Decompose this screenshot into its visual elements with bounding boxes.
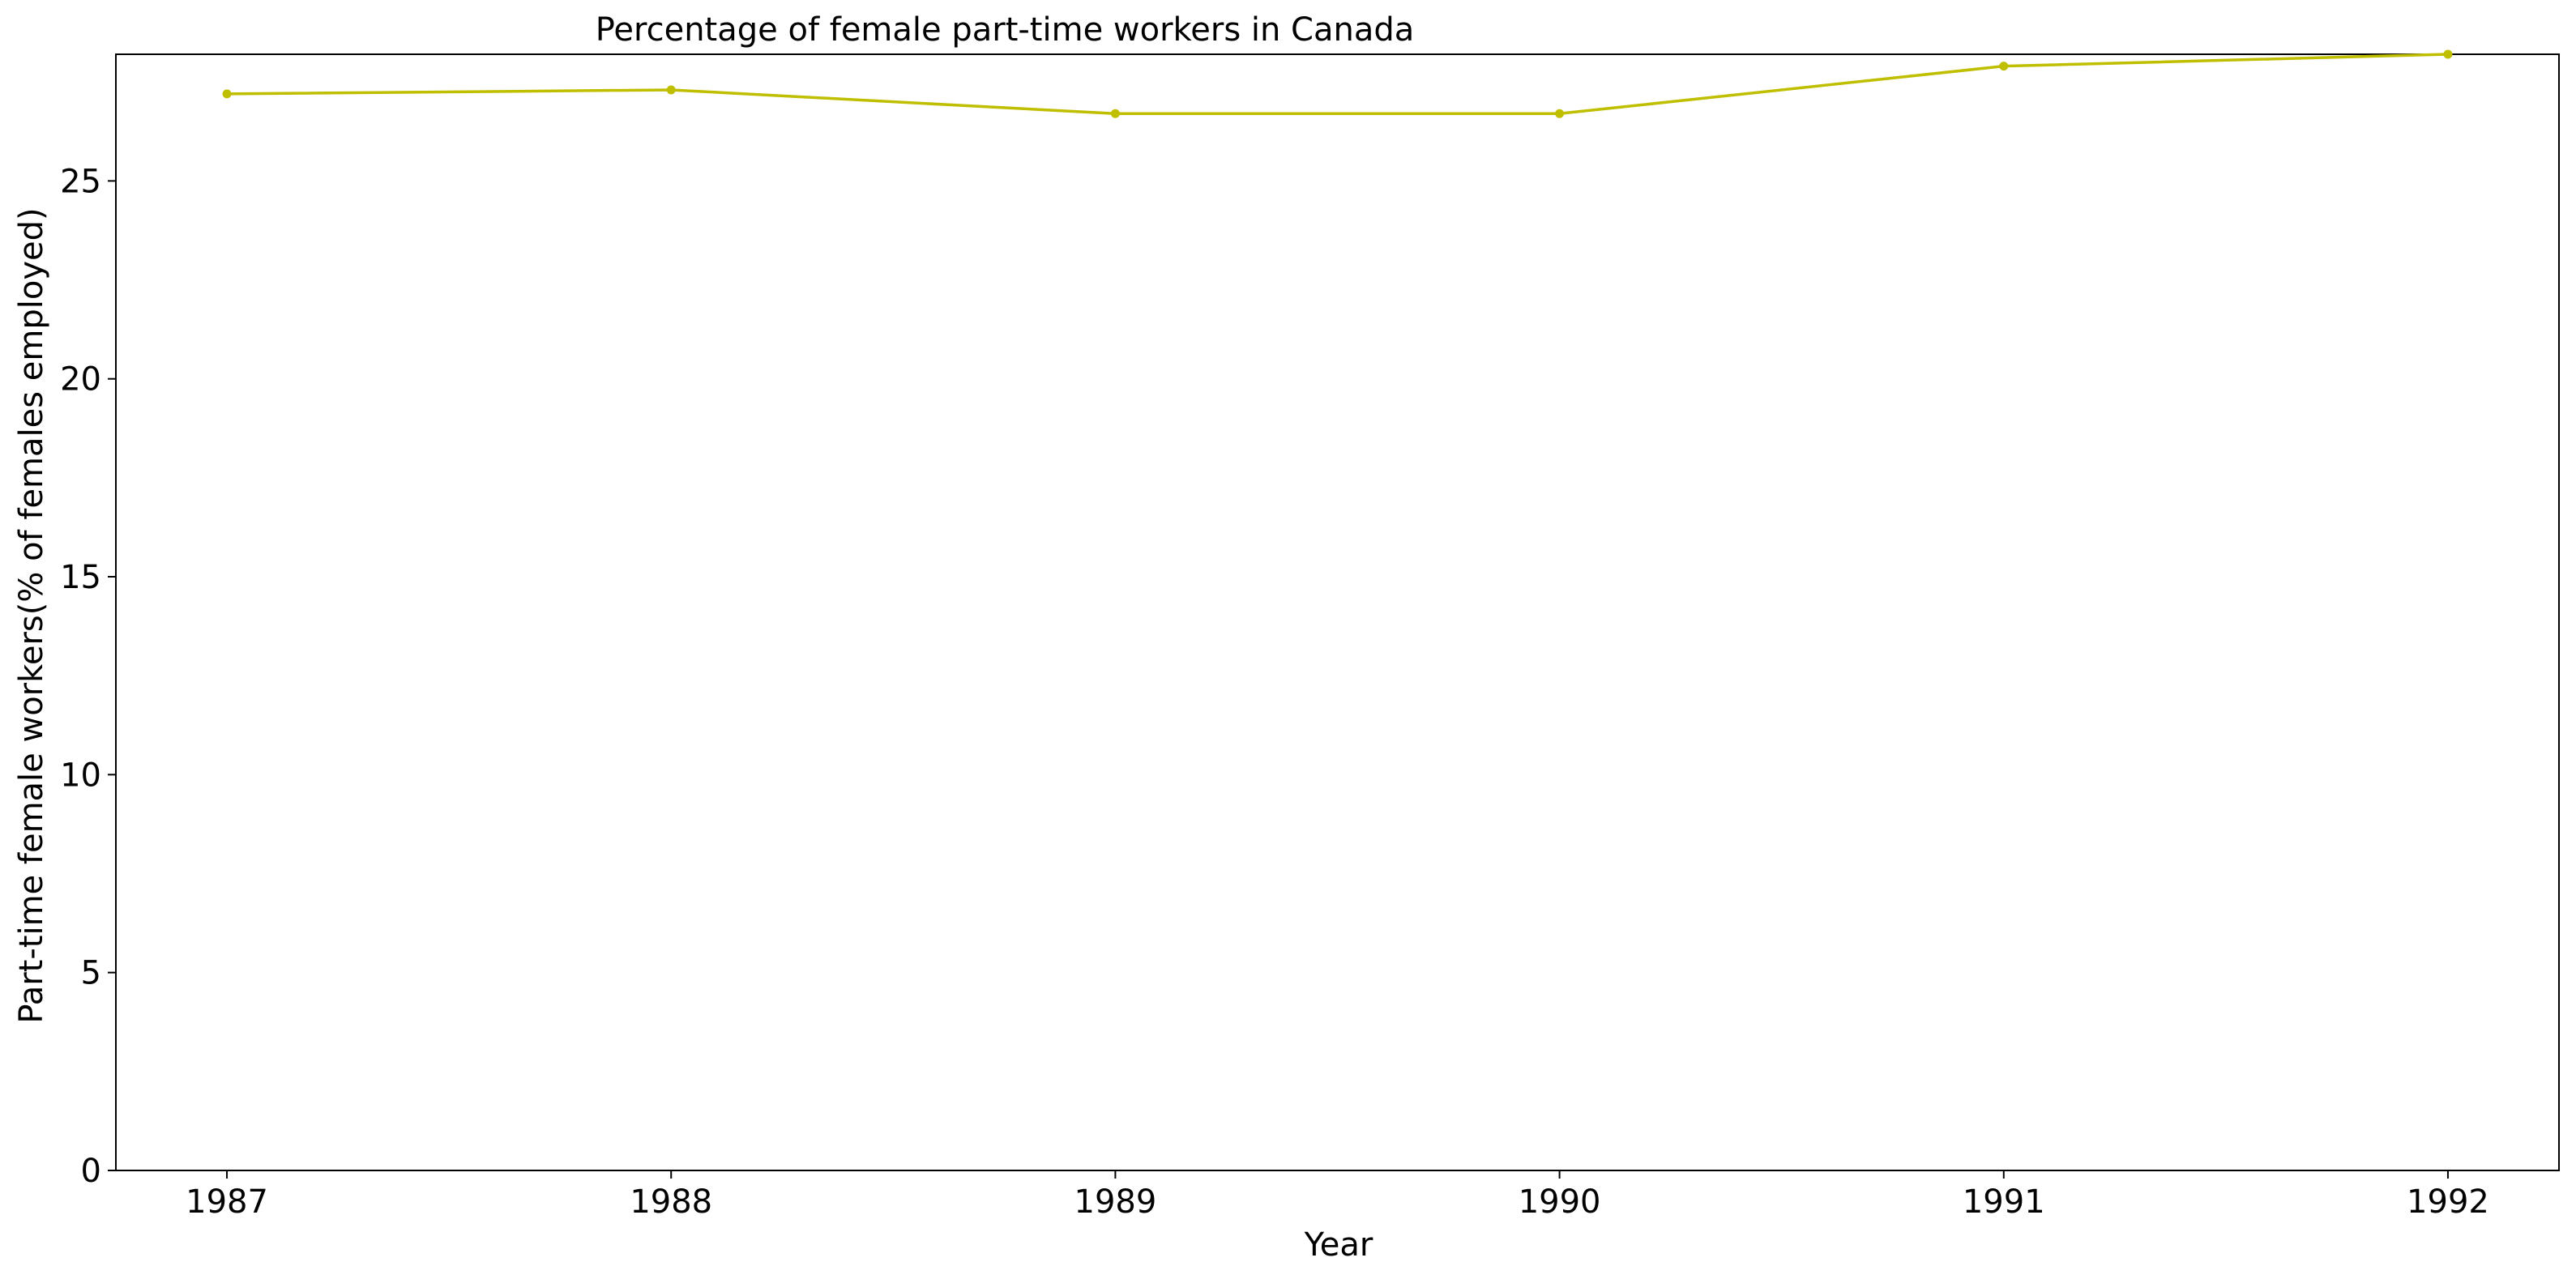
x-tick-label: 1991	[1963, 1183, 2045, 1221]
x-tick-label: 1992	[2407, 1183, 2489, 1221]
data-point	[2443, 49, 2453, 59]
y-tick-label: 25	[60, 163, 101, 200]
y-axis-title: Part-time female workers(% of females em…	[13, 207, 50, 1023]
x-tick-label: 1990	[1519, 1183, 1601, 1221]
data-point	[1110, 109, 1120, 118]
data-point	[666, 85, 676, 95]
y-tick-label: 0	[81, 1153, 101, 1190]
y-tick-label: 10	[60, 757, 101, 794]
plot-area: 0 5 10 15 20 25 1987 1988 1989 1990 1991 1992	[60, 49, 2560, 1221]
data-point	[1999, 62, 2009, 71]
x-tick-label: 1988	[630, 1183, 712, 1221]
series-line	[227, 53, 2449, 116]
data-point	[222, 89, 232, 99]
x-tick-label: 1987	[186, 1183, 268, 1221]
y-tick-label: 20	[60, 361, 101, 399]
data-point	[1555, 109, 1565, 118]
y-tick-label: 5	[81, 955, 101, 992]
x-axis-title: Year	[1304, 1226, 1373, 1264]
x-tick-label: 1989	[1074, 1183, 1157, 1221]
chart-title: Percentage of female part-time workers i…	[596, 11, 1415, 49]
y-tick-label: 15	[60, 559, 101, 596]
plot-frame	[115, 53, 2560, 1171]
